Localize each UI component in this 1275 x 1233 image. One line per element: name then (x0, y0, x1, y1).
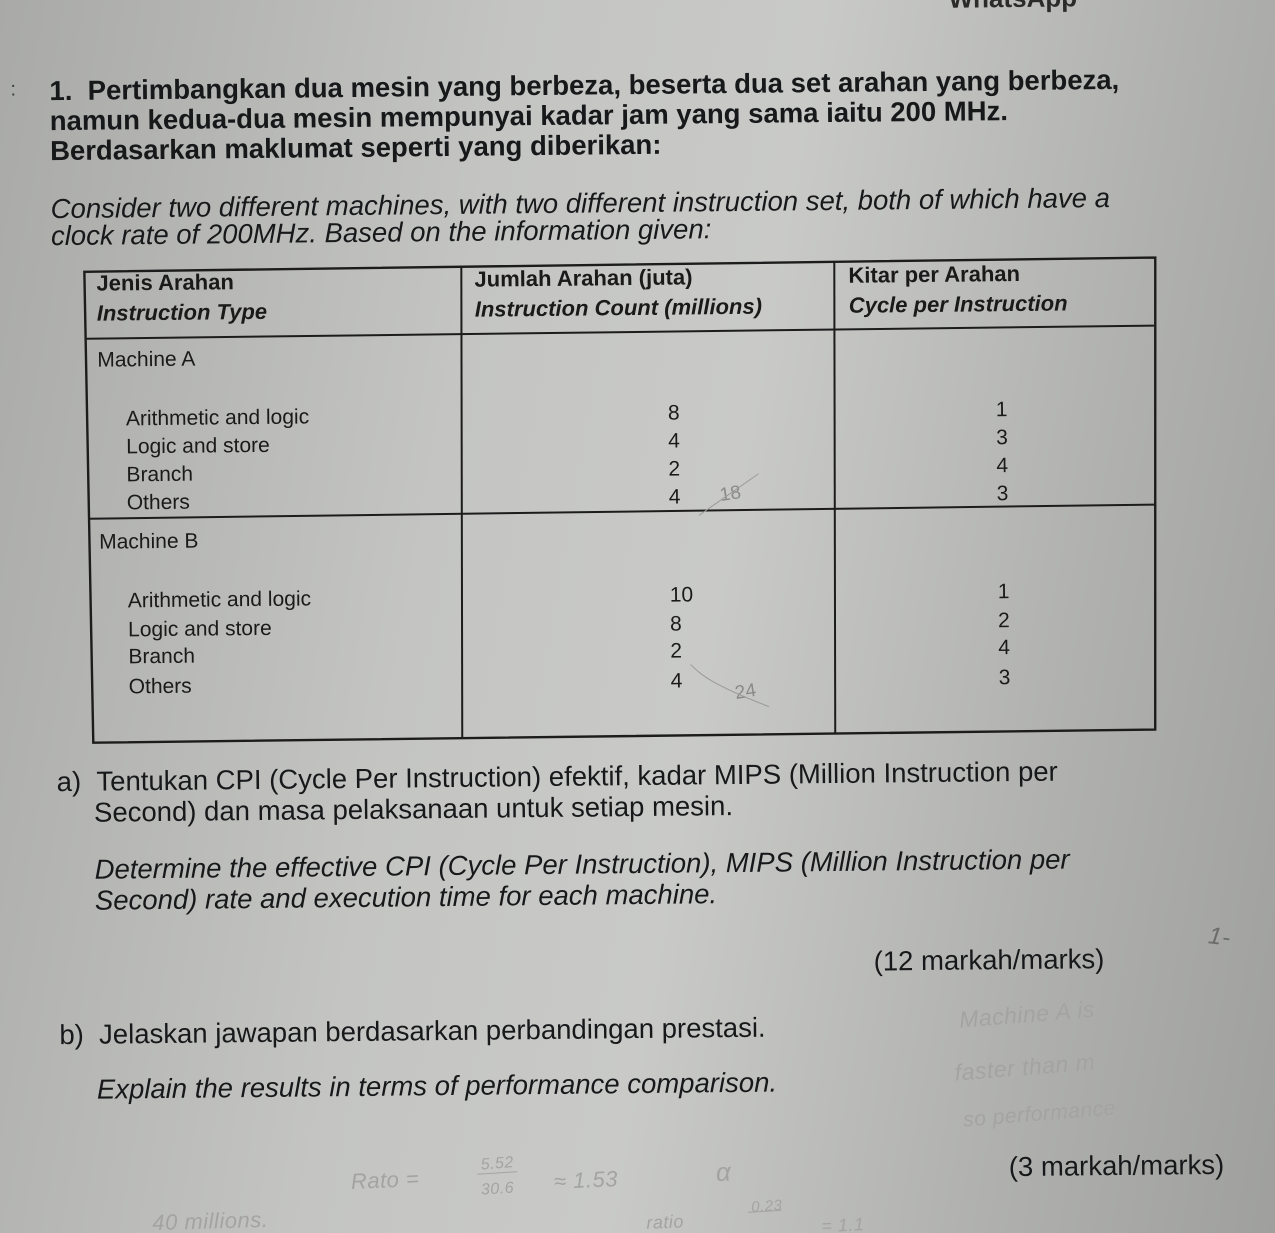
svg-text:24: 24 (733, 680, 757, 704)
svg-text:18: 18 (718, 482, 742, 506)
